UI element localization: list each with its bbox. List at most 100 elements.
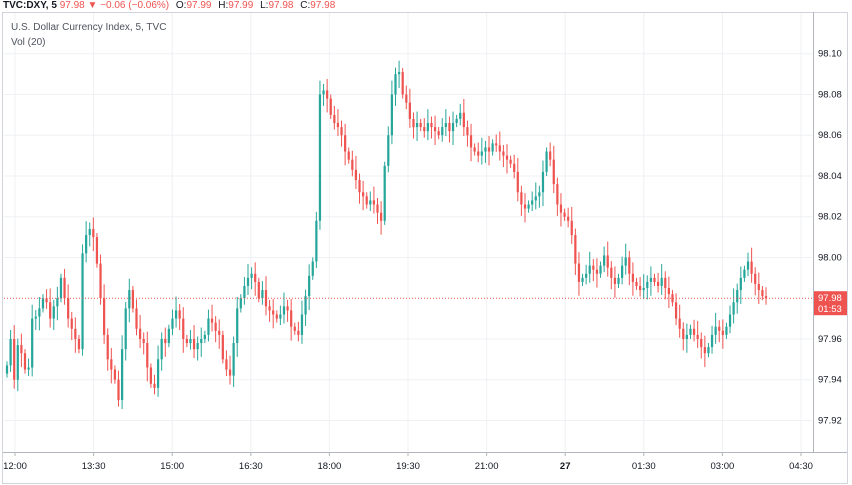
candle-body xyxy=(707,347,710,354)
candle-body xyxy=(613,277,617,284)
symbol-name[interactable]: TVC:DXY, 5 xyxy=(3,0,57,11)
candle-body xyxy=(135,308,138,329)
price-tick-label: 98.06 xyxy=(818,130,842,141)
candle-body xyxy=(344,135,347,152)
candle-body xyxy=(311,261,314,276)
candle-body xyxy=(318,94,322,221)
candle-body xyxy=(304,296,307,315)
candle-body xyxy=(246,277,250,286)
price-change: −0.06 (−0.06%) xyxy=(100,0,170,11)
candle-body xyxy=(38,308,41,317)
candle-body xyxy=(678,318,681,329)
candle-body xyxy=(103,298,106,335)
candle-body xyxy=(405,94,408,103)
candle-body xyxy=(272,310,275,315)
candle-body xyxy=(70,318,73,329)
candle-body xyxy=(469,135,473,148)
candle-body xyxy=(95,237,99,264)
candle-body xyxy=(635,281,638,286)
price-tick-label: 97.96 xyxy=(818,334,842,345)
candle-body xyxy=(275,314,278,319)
candle-body xyxy=(718,326,721,331)
candle-body xyxy=(725,326,728,335)
candle-body xyxy=(563,212,566,217)
candle-body xyxy=(743,269,746,278)
candle-body xyxy=(513,163,516,172)
candle-body xyxy=(667,288,670,295)
price-tick-label: 98.02 xyxy=(818,212,842,223)
candle-body xyxy=(689,328,692,335)
candle-body xyxy=(646,281,649,289)
low-label: L: xyxy=(260,0,269,11)
candle-body xyxy=(27,367,30,370)
candle-body xyxy=(354,169,358,181)
candle-body xyxy=(117,379,120,401)
candle-body xyxy=(656,281,660,286)
candle-body xyxy=(192,338,196,350)
price-tick-label: 98.08 xyxy=(818,89,842,100)
price-tick-label: 97.94 xyxy=(818,375,842,386)
candle-body xyxy=(297,330,300,335)
candle-body xyxy=(664,277,667,289)
current-price-tag: 97.98 01:53 xyxy=(814,291,847,316)
time-tick-label: 19:30 xyxy=(396,461,420,472)
open-value: 97.99 xyxy=(186,0,212,11)
candle-body xyxy=(326,90,329,99)
candle-body xyxy=(477,151,480,156)
candle-body xyxy=(156,359,160,388)
candle-body xyxy=(430,123,433,128)
candle-body xyxy=(59,277,63,299)
low-value: 97.98 xyxy=(268,0,294,11)
candle-body xyxy=(31,318,34,368)
price-tick-label: 97.92 xyxy=(818,415,842,426)
candle-body xyxy=(52,306,55,319)
time-axis[interactable]: 12:00 13:30 15:00 16:30 18:00 19:30 21:00 27 01:… xyxy=(3,452,813,472)
candle-body xyxy=(401,72,404,95)
candle-body xyxy=(210,318,214,323)
time-tick-label: 18:00 xyxy=(318,461,342,472)
legend-title[interactable]: U.S. Dollar Currency Index, 5, TVC xyxy=(11,22,167,33)
candle-body xyxy=(85,235,88,254)
candle-body xyxy=(257,281,260,299)
candle-body xyxy=(674,302,678,319)
candle-body xyxy=(362,192,365,197)
candle-body xyxy=(462,112,465,128)
candle-body xyxy=(207,318,210,335)
candle-body xyxy=(243,285,246,299)
candle-body xyxy=(509,159,512,164)
price-tick-label: 98.00 xyxy=(818,252,842,263)
chart-legend: U.S. Dollar Currency Index, 5, TVC Vol (… xyxy=(11,22,166,52)
candle-body xyxy=(49,302,52,319)
candle-body xyxy=(20,345,23,354)
price-tag-value: 97.98 xyxy=(818,293,842,304)
candle-body xyxy=(372,200,376,205)
candle-body xyxy=(308,275,311,297)
candle-body xyxy=(549,151,552,160)
candle-body xyxy=(653,277,656,282)
legend-volume[interactable]: Vol (20) xyxy=(11,37,46,48)
candle-body xyxy=(437,131,440,136)
candle-body xyxy=(315,220,318,262)
candle-body xyxy=(570,220,573,236)
candle-body xyxy=(268,306,271,311)
candle-body xyxy=(757,283,760,291)
candle-body xyxy=(660,277,663,286)
candle-body xyxy=(441,127,444,136)
candle-body xyxy=(336,123,340,128)
candle-body xyxy=(200,338,203,344)
price-axis[interactable]: 98.10 98.08 98.06 98.04 98.02 98.00 97.96 97.94… xyxy=(818,49,842,427)
candle-body xyxy=(225,359,228,370)
candle-body xyxy=(153,383,156,388)
candle-body xyxy=(624,257,627,266)
time-tick-label: 15:00 xyxy=(160,461,184,472)
candle-body xyxy=(120,349,124,401)
candle-body xyxy=(376,204,379,213)
candle-body xyxy=(541,171,545,193)
candle-body xyxy=(113,369,117,380)
candle-body xyxy=(397,72,401,75)
candle-body xyxy=(110,359,113,370)
candle-body xyxy=(146,343,149,368)
candle-body xyxy=(412,118,415,128)
candle-body xyxy=(545,151,548,172)
